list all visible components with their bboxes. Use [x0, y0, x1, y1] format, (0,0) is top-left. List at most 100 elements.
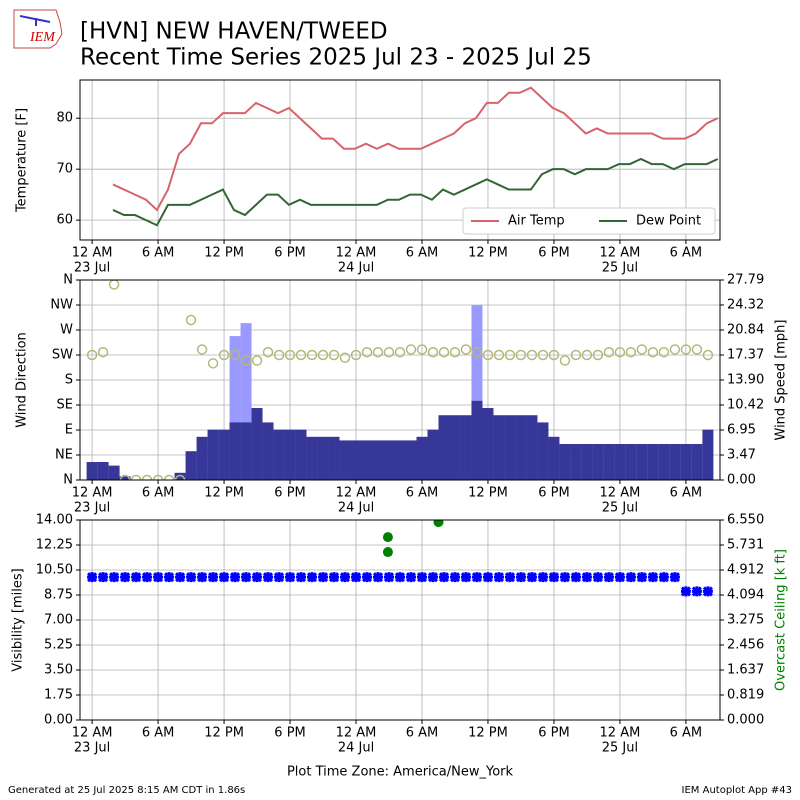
point — [625, 346, 637, 358]
y-tick-label: NE — [55, 448, 73, 463]
point — [383, 346, 395, 358]
bar — [526, 415, 538, 480]
point — [658, 572, 669, 583]
bar — [537, 422, 549, 480]
point — [647, 346, 659, 358]
y2-tick-label: 0.819 — [727, 687, 764, 702]
bar — [482, 408, 494, 480]
legend-label: Air Temp — [508, 214, 565, 229]
point — [603, 346, 615, 358]
x-tick-label: 6 AM — [142, 486, 175, 501]
chart-subtitle: Recent Time Series 2025 Jul 23 - 2025 Ju… — [80, 45, 592, 71]
point — [361, 346, 373, 358]
point — [119, 474, 131, 480]
bar — [196, 436, 208, 480]
y-tick-label: 3.50 — [44, 663, 73, 678]
point — [251, 572, 263, 583]
point — [207, 572, 219, 583]
bar — [119, 476, 131, 480]
point — [328, 572, 340, 583]
bar — [372, 440, 384, 480]
point — [317, 349, 329, 361]
bar — [361, 440, 373, 480]
plot-area — [86, 280, 714, 480]
bar — [229, 336, 241, 480]
x-date-label: 24 Jul — [338, 741, 374, 756]
x-tick-label: 6 PM — [274, 486, 305, 501]
x-date-label: 24 Jul — [338, 501, 374, 516]
x-tick-label: 12 PM — [204, 726, 244, 741]
bar — [108, 465, 120, 480]
x-date-label: 23 Jul — [74, 741, 110, 756]
point — [372, 572, 384, 583]
x-date-label: 23 Jul — [74, 261, 110, 276]
x-tick-label: 12 AM — [336, 246, 377, 261]
point — [382, 547, 393, 558]
point — [229, 572, 241, 583]
point — [350, 349, 362, 361]
y-tick-label: 70 — [56, 162, 73, 177]
point — [350, 572, 362, 583]
bar — [636, 444, 648, 480]
y2-tick-label: 24.32 — [727, 297, 764, 312]
point — [174, 474, 186, 480]
x-tick-label: 12 AM — [72, 486, 113, 501]
y-tick-label: 60 — [56, 213, 73, 228]
bar — [614, 444, 626, 480]
bar — [86, 462, 98, 480]
point — [152, 474, 164, 480]
point — [251, 355, 263, 366]
point — [493, 349, 505, 361]
point — [339, 572, 351, 583]
x-tick-label: 6 PM — [538, 486, 569, 501]
x-tick-label: 6 AM — [670, 486, 703, 501]
y-tick-label: 10.50 — [36, 563, 73, 578]
footer-right: IEM Autoplot App #43 — [682, 785, 792, 796]
point — [526, 349, 538, 361]
y2-tick-label: 1.637 — [727, 663, 764, 678]
point — [526, 572, 538, 583]
point — [636, 344, 648, 355]
point — [438, 346, 450, 358]
point — [449, 346, 461, 358]
x-date-label: 23 Jul — [74, 501, 110, 516]
x-tick-label: 6 AM — [670, 246, 703, 261]
point — [504, 572, 516, 583]
bar — [581, 444, 593, 480]
y-tick-label: 0.00 — [44, 713, 73, 728]
bar — [229, 422, 241, 480]
bar — [471, 400, 483, 480]
point — [130, 474, 142, 480]
x-date-label: 25 Jul — [602, 261, 638, 276]
x-tick-label: 12 AM — [600, 246, 641, 261]
point — [240, 572, 252, 583]
x-axis-label: Plot Time Zone: America/New_York — [287, 765, 514, 780]
x-tick-label: 12 AM — [600, 486, 641, 501]
point — [382, 532, 393, 543]
y2-tick-label: 10.42 — [727, 398, 764, 413]
bar — [493, 415, 505, 480]
x-tick-label: 12 AM — [72, 726, 113, 741]
bar — [251, 408, 263, 480]
point — [108, 280, 120, 290]
point — [142, 572, 153, 583]
y-tick-label: E — [65, 423, 73, 438]
x-tick-label: 6 AM — [406, 246, 439, 261]
bar — [317, 436, 329, 480]
x-tick-label: 6 AM — [142, 726, 175, 741]
point — [625, 572, 636, 583]
bar — [570, 444, 582, 480]
point — [559, 355, 571, 366]
y-axis-label: Temperature [F] — [15, 108, 30, 213]
y-tick-label: 7.00 — [44, 613, 73, 628]
bar — [669, 444, 681, 480]
point — [86, 349, 98, 361]
point — [405, 344, 417, 355]
point — [120, 572, 131, 583]
point — [592, 349, 604, 361]
bar — [218, 429, 230, 480]
bar — [515, 415, 527, 480]
point — [186, 572, 197, 583]
point — [647, 572, 658, 583]
